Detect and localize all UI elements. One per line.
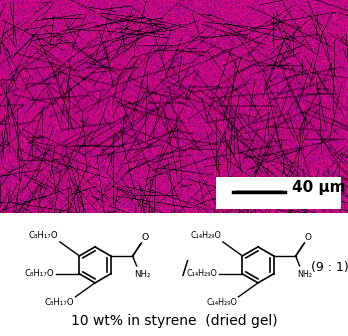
Text: 40 μm: 40 μm — [292, 180, 346, 195]
Text: O: O — [142, 233, 149, 242]
Text: 10 wt% in styrene  (dried gel): 10 wt% in styrene (dried gel) — [71, 314, 277, 328]
Text: C₁₄H₂₉O: C₁₄H₂₉O — [186, 269, 217, 278]
Text: NH₂: NH₂ — [298, 270, 313, 279]
Text: C₈H₁₇O: C₈H₁₇O — [29, 232, 58, 241]
Text: /: / — [182, 259, 188, 278]
Text: NH₂: NH₂ — [135, 270, 151, 279]
Text: C₈H₁₇O: C₈H₁₇O — [45, 298, 74, 307]
Text: C₁₄H₂₉O: C₁₄H₂₉O — [206, 298, 237, 307]
Text: (9 : 1): (9 : 1) — [311, 261, 348, 274]
Text: C₈H₁₇O: C₈H₁₇O — [25, 269, 54, 278]
Text: O: O — [304, 233, 311, 242]
Text: C₁₄H₂₉O: C₁₄H₂₉O — [191, 232, 221, 241]
FancyBboxPatch shape — [216, 177, 341, 209]
